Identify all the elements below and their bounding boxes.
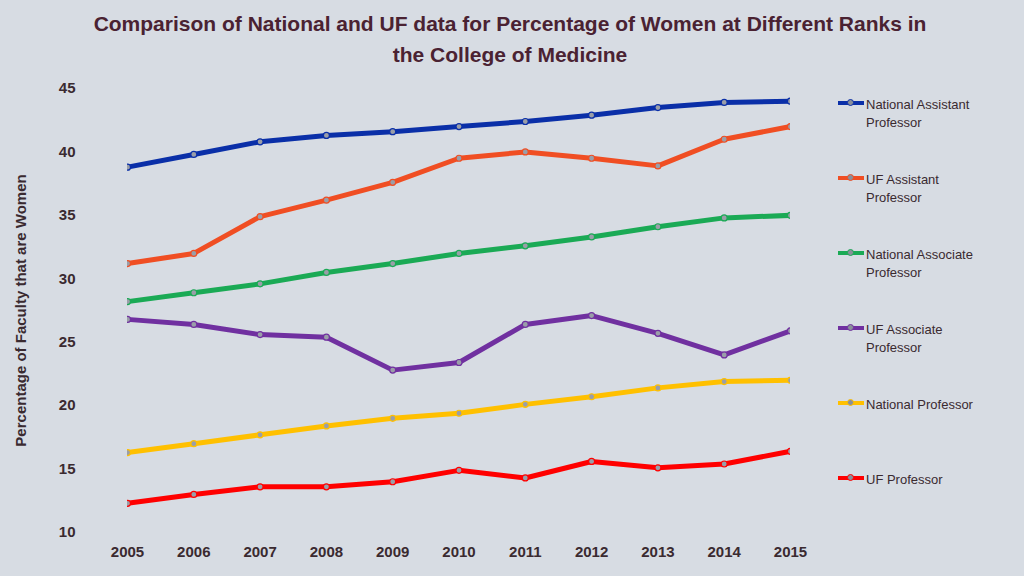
svg-text:45: 45 (59, 79, 76, 96)
svg-text:10: 10 (59, 523, 76, 540)
html-text:UF Professor: UF Professor (866, 472, 943, 487)
svg-text:2010: 2010 (442, 543, 475, 560)
html-text:National Associate Professor: National Associate Professor (866, 247, 973, 280)
svg-text:2012: 2012 (575, 543, 608, 560)
svg-text:2007: 2007 (243, 543, 276, 560)
svg-text:40: 40 (59, 143, 76, 160)
svg-text:2014: 2014 (708, 543, 742, 560)
svg-text:2008: 2008 (310, 543, 343, 560)
svg-text:2015: 2015 (774, 543, 807, 560)
svg-text:2005: 2005 (111, 543, 144, 560)
svg-text:2009: 2009 (376, 543, 409, 560)
svg-text:15: 15 (59, 460, 76, 477)
html-text:UF Associate Professor: UF Associate Professor (866, 322, 943, 355)
svg-text:2011: 2011 (509, 543, 542, 560)
svg-text:25: 25 (59, 333, 76, 350)
svg-text:Percentage of Faculty that are: Percentage of Faculty that are Women (12, 174, 29, 446)
html-text:National Professor: National Professor (866, 397, 973, 412)
svg-text:20: 20 (59, 396, 76, 413)
html-text:National Assistant Professor: National Assistant Professor (866, 97, 970, 130)
svg-text:35: 35 (59, 206, 76, 223)
html-text:UF Assistant Professor: UF Assistant Professor (866, 172, 939, 205)
svg-text:2013: 2013 (641, 543, 674, 560)
svg-text:2006: 2006 (177, 543, 210, 560)
svg-text:30: 30 (59, 270, 76, 287)
html-text:Comparison of National and UF: Comparison of National and UF data for P… (93, 12, 927, 66)
